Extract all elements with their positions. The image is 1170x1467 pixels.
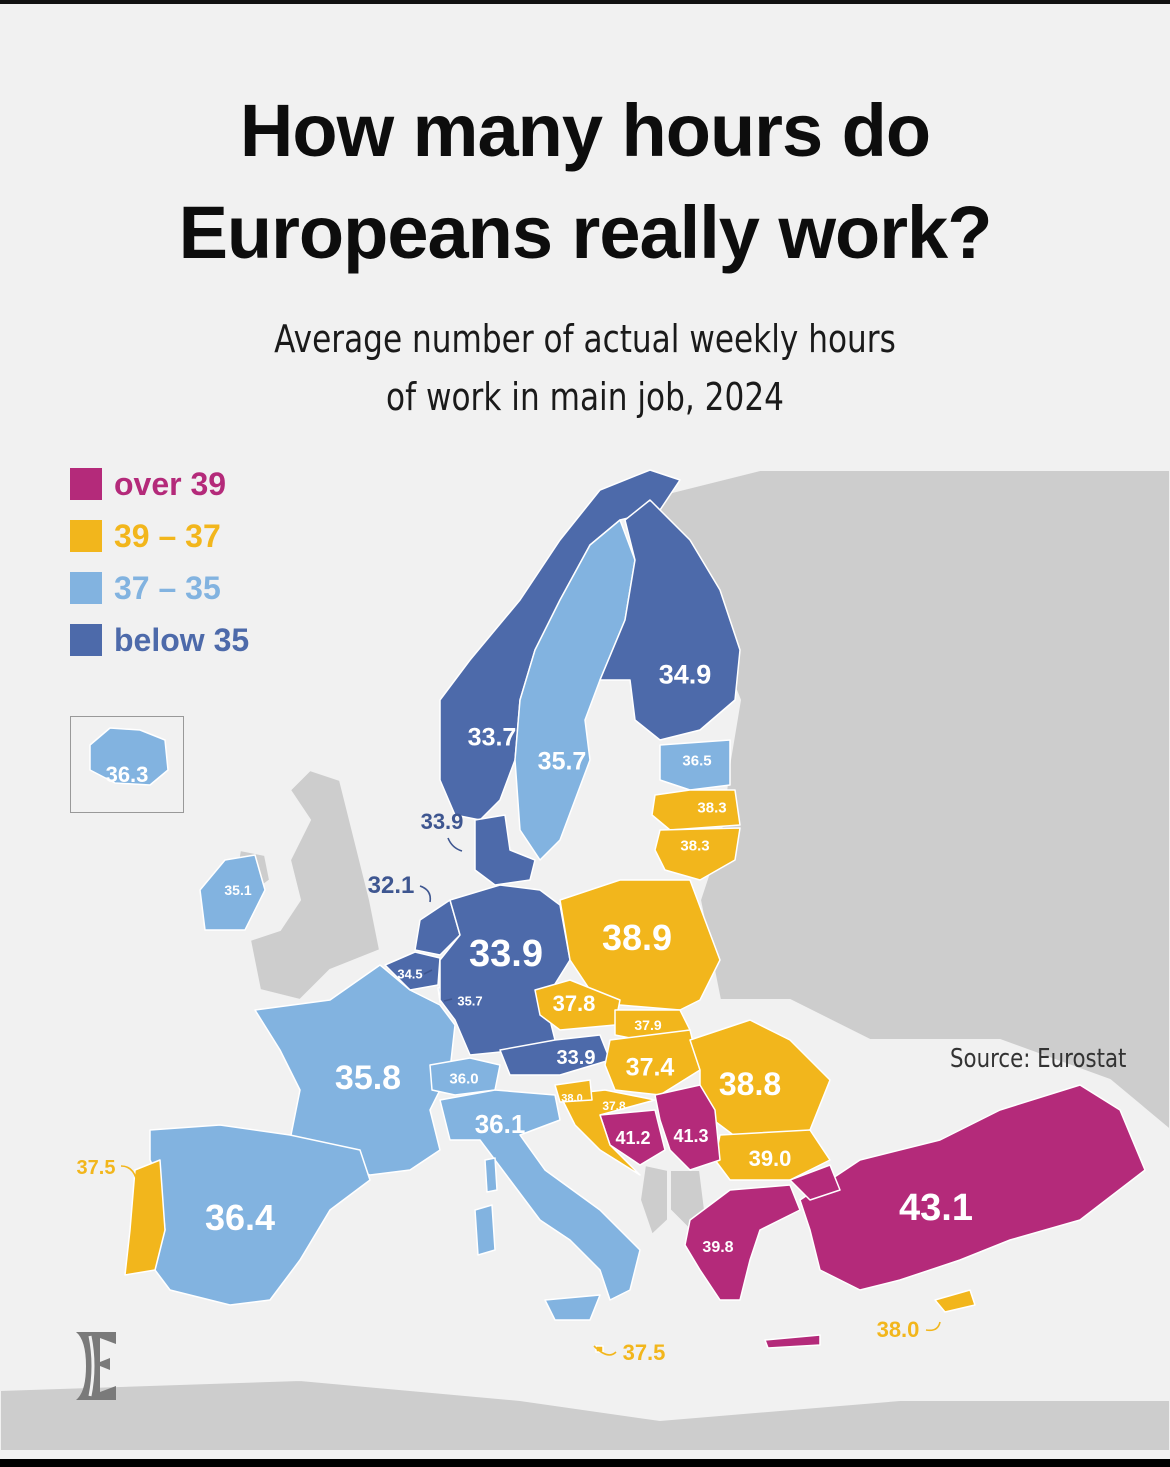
sardinia-shape: [474, 1204, 496, 1256]
bottom-rule: [0, 1459, 1170, 1467]
italy-shape: [439, 1089, 641, 1301]
value-label-lithuania: 38.3: [680, 837, 710, 855]
europe-map: [0, 469, 1170, 1450]
value-label-serbia: 41.3: [673, 1126, 709, 1146]
finland-shape: [599, 499, 741, 741]
value-label-hungary: 37.4: [625, 1053, 675, 1082]
ireland-shape: [199, 854, 266, 931]
value-label-portugal: 37.5: [76, 1157, 116, 1179]
latvia-shape: [651, 789, 741, 831]
crete-shape: [764, 1334, 821, 1349]
legend-swatch: [70, 572, 102, 604]
legend-label: 39 – 37: [114, 518, 221, 554]
serbia-shape: [654, 1084, 721, 1171]
value-label-romania: 38.8: [718, 1066, 782, 1102]
sicily-shape: [544, 1294, 601, 1321]
value-label-slovakia: 37.9: [634, 1017, 662, 1033]
croatia-shape: [559, 1089, 656, 1176]
legend-swatch: [70, 520, 102, 552]
subtitle-line-1: Average number of actual weekly hours: [274, 317, 896, 361]
value-label-norway: 33.7: [467, 723, 517, 752]
value-label-t-rkiye: 43.1: [899, 1187, 973, 1229]
slovenia-shape: [554, 1079, 593, 1103]
iceland-inset: [70, 716, 184, 813]
leader-lines: [419, 837, 463, 1002]
legend-swatch: [70, 624, 102, 656]
legend-swatch: [70, 468, 102, 500]
value-label-poland: 38.9: [601, 917, 673, 958]
value-label-italy: 36.1: [474, 1109, 526, 1139]
value-label-sweden: 35.7: [537, 747, 587, 776]
value-label-finland: 34.9: [658, 659, 712, 690]
netherlands-shape: [414, 899, 461, 956]
poland-shape: [559, 879, 721, 1011]
title-line-2: Europeans really work?: [178, 191, 993, 274]
malta-shape: [595, 1345, 604, 1353]
portugal-shape: [124, 1159, 166, 1276]
sweden-shape: [514, 519, 636, 861]
corsica-shape: [484, 1157, 498, 1193]
france-shape: [254, 964, 456, 1176]
lithuania-shape: [654, 827, 741, 881]
value-label-spain: 36.4: [204, 1197, 276, 1238]
value-label-latvia: 38.3: [697, 799, 727, 817]
value-label-netherlands: 32.1: [367, 872, 415, 899]
value-label-iceland: 36.3: [105, 762, 149, 787]
legend-label: below 35: [114, 622, 250, 658]
greece-shape: [684, 1184, 801, 1301]
value-label-denmark: 33.9: [420, 809, 464, 834]
estonia-shape: [659, 739, 731, 791]
publisher-logo: [76, 1332, 116, 1400]
value-label-belgium: 34.5: [397, 966, 423, 982]
leader-lines-yellow: [120, 1165, 941, 1356]
value-label-malta: 37.5: [622, 1340, 666, 1365]
value-label-bosnia-and-herzegovina: 41.2: [615, 1128, 651, 1148]
value-label-estonia: 36.5: [682, 752, 712, 770]
turkey-thrace-shape: [789, 1164, 841, 1201]
page-title: How many hours do Europeans really work?: [0, 80, 1170, 284]
great-britain: [248, 768, 382, 1002]
value-label-luxembourg: 35.7: [457, 993, 483, 1009]
iceland-shape: [89, 727, 169, 786]
value-label-germany: 33.9: [469, 933, 543, 975]
value-label-austria: 33.9: [556, 1047, 596, 1069]
page-subtitle: Average number of actual weekly hours of…: [105, 310, 1064, 426]
value-label-czechia: 37.8: [552, 991, 596, 1016]
value-label-bulgaria: 39.0: [748, 1146, 792, 1171]
cyprus-shape: [934, 1289, 976, 1313]
albania: [638, 1163, 669, 1237]
top-rule: [0, 0, 1170, 4]
legend-label: over 39: [114, 466, 227, 502]
subtitle-line-2: of work in main job, 2024: [386, 375, 784, 419]
value-label-croatia: 37.8: [602, 1099, 626, 1113]
value-label-switzerland: 36.0: [449, 1070, 479, 1088]
source-note: Source: Eurostat: [950, 1044, 1127, 1074]
value-label-ireland: 35.1: [224, 882, 252, 898]
north-africa: [0, 1378, 1170, 1450]
value-label-france: 35.8: [334, 1059, 402, 1097]
countries: [89, 469, 1146, 1353]
denmark-shape: [474, 814, 536, 886]
value-label-slovenia: 38.0: [561, 1092, 583, 1105]
title-line-1: How many hours do: [239, 89, 931, 172]
non-data-land: [0, 469, 1170, 1450]
legend-label: 37 – 35: [114, 570, 221, 606]
value-label-greece: 39.8: [702, 1239, 734, 1256]
turkey-shape: [799, 1084, 1146, 1291]
value-label-cyprus: 38.0: [876, 1317, 920, 1342]
